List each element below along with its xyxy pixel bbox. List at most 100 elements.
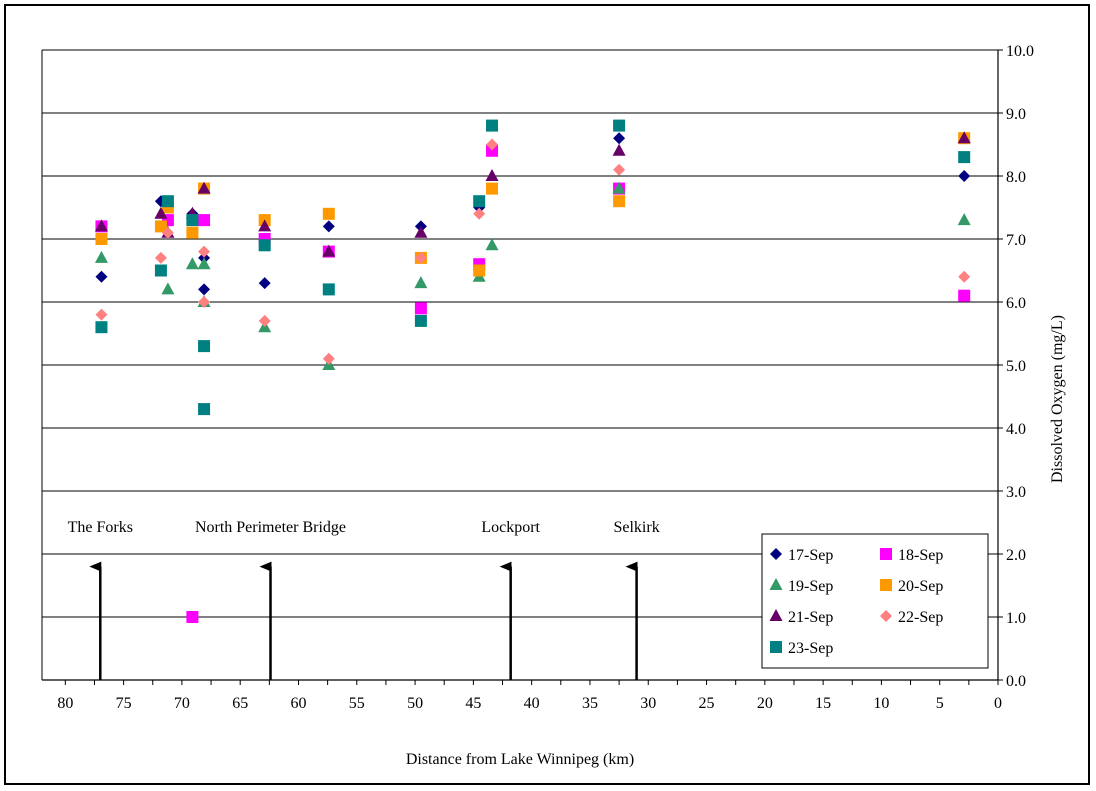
data-point: [186, 226, 199, 239]
data-point: [161, 195, 174, 208]
data-point: [258, 219, 272, 232]
data-point: [414, 314, 427, 327]
data-point: [154, 251, 167, 264]
data-point: [185, 257, 199, 270]
data-point: [95, 308, 108, 321]
data-point: [95, 233, 108, 245]
annotation-label: The Forks: [68, 519, 133, 536]
data-point: [414, 276, 428, 289]
legend-label: 23-Sep: [788, 640, 833, 657]
data-point: [197, 257, 211, 270]
data-point: [95, 321, 108, 334]
y-tick-label: 9.0: [1006, 106, 1026, 123]
y-tick-label: 1.0: [1006, 610, 1026, 627]
data-point: [94, 219, 108, 232]
x-tick-label: 40: [524, 695, 540, 712]
data-point: [958, 151, 971, 164]
legend-marker: [769, 578, 783, 590]
x-tick-label: 25: [699, 695, 715, 712]
data-point: [414, 302, 427, 315]
legend-label: 22-Sep: [898, 609, 943, 626]
data-point: [198, 283, 211, 296]
y-tick-label: 4.0: [1006, 421, 1026, 438]
data-point: [613, 119, 626, 132]
data-point: [154, 264, 167, 277]
data-point: [258, 277, 271, 290]
y-tick-label: 2.0: [1006, 547, 1026, 564]
data-point: [161, 282, 175, 295]
data-point: [322, 283, 335, 296]
x-tick-label: 15: [815, 695, 831, 712]
y-tick-label: 0.0: [1006, 673, 1026, 690]
data-point: [957, 131, 971, 144]
data-point: [486, 138, 499, 151]
data-point: [414, 251, 427, 264]
data-point: [612, 143, 626, 156]
annotation-label: Lockport: [481, 519, 540, 536]
x-ticks: 80 75 70 65 60 55 50 45 40 35 30 25 20 15 10 5 0: [57, 680, 1002, 712]
data-point: [198, 296, 211, 308]
x-tick-label: 0: [994, 695, 1002, 712]
data-point: [473, 207, 486, 220]
data-point: [154, 206, 168, 219]
data-point: [613, 163, 626, 176]
x-tick-label: 20: [757, 695, 773, 712]
data-point: [161, 226, 174, 239]
x-tick-label: 75: [116, 695, 132, 712]
data-point: [473, 264, 486, 277]
series-22-Sep: [95, 138, 971, 365]
data-point: [958, 270, 971, 283]
legend-marker: [880, 610, 892, 622]
x-tick-label: 30: [640, 695, 656, 712]
annotation-label: North Perimeter Bridge: [195, 519, 346, 536]
data-point: [958, 289, 971, 302]
y-tick-label: 3.0: [1006, 484, 1026, 501]
legend-label: 17-Sep: [788, 547, 833, 564]
data-point: [485, 169, 499, 181]
legend: 17-Sep 18-Sep 19-Sep 20-Sep 21-Sep 22-Sep 23-S…: [761, 533, 989, 669]
legend-marker: [769, 609, 783, 621]
x-tick-label: 35: [582, 695, 598, 712]
legend-marker: [770, 641, 782, 653]
legend-marker: [770, 548, 782, 560]
x-tick-label: 45: [465, 695, 481, 712]
data-point: [154, 220, 167, 233]
y-tick-label: 5.0: [1006, 358, 1026, 375]
data-point: [197, 181, 211, 194]
data-point: [486, 144, 499, 157]
x-tick-label: 50: [407, 695, 423, 712]
gridlines: [42, 49, 998, 681]
location-annotations: The Forks North Perimeter Bridge Lockport S…: [68, 519, 660, 680]
data-point: [486, 119, 499, 132]
data-point: [612, 181, 626, 194]
legend-label: 20-Sep: [898, 578, 943, 595]
data-point: [322, 207, 335, 220]
x-tick-label: 65: [232, 695, 248, 712]
data-point: [486, 182, 499, 195]
data-point: [322, 352, 335, 365]
y-ticks: 0.0 1.0 2.0 3.0 4.0 5.0 6.0 7.0 8.0 9.0 10.0: [998, 43, 1034, 690]
y-tick-label: 10.0: [1006, 43, 1034, 60]
y-tick-label: 8.0: [1006, 169, 1026, 186]
data-point: [198, 340, 211, 353]
data-point: [186, 214, 199, 227]
y-tick-label: 7.0: [1006, 232, 1026, 249]
data-point: [258, 239, 271, 252]
y-axis-label: Dissolved Oxygen (mg/L): [1049, 315, 1066, 483]
data-point: [322, 244, 336, 257]
data-point: [95, 270, 108, 283]
data-point: [957, 213, 971, 226]
x-tick-label: 80: [57, 695, 73, 712]
data-point: [94, 250, 108, 263]
data-point: [198, 403, 211, 416]
x-tick-label: 70: [174, 695, 190, 712]
x-tick-label: 60: [290, 695, 306, 712]
data-point: [613, 195, 626, 208]
data-point: [198, 214, 211, 227]
legend-box: [761, 533, 989, 669]
y-tick-label: 6.0: [1006, 295, 1026, 312]
series-23-Sep: [95, 119, 971, 416]
data-point: [958, 170, 971, 182]
x-axis-label: Distance from Lake Winnipeg (km): [406, 751, 634, 768]
x-tick-label: 10: [873, 695, 889, 712]
